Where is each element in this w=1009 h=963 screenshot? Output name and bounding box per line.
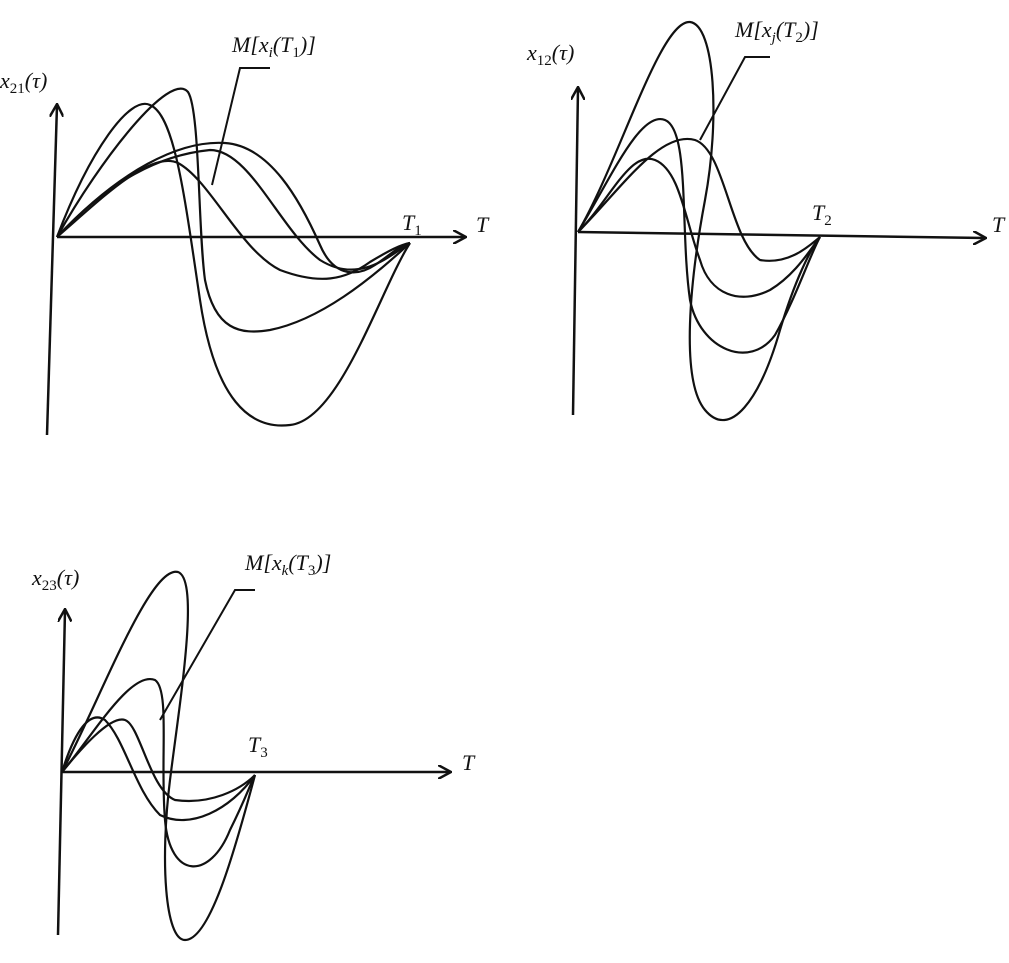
panel-1 [45, 67, 465, 436]
end-label: T1 [402, 210, 422, 239]
mean-label-part: (T [288, 550, 309, 575]
end-label: T2 [812, 200, 832, 229]
end-label-part: 2 [824, 213, 832, 229]
mean-label: M[xk(T3)] [244, 550, 331, 579]
mean-label-part: 3 [308, 563, 316, 579]
y-axis [573, 88, 578, 416]
y-axis-label-part: (τ) [25, 68, 48, 93]
y-axis-label-part: x [0, 68, 10, 93]
curve [56, 159, 411, 280]
y-axis-label: x21(τ) [0, 68, 47, 97]
end-label: T3 [248, 732, 268, 761]
mean-label-part: k [282, 563, 289, 579]
mean-label-part: i [269, 45, 273, 61]
mean-label-part: 1 [292, 45, 300, 61]
mean-label-part: M[x [244, 550, 282, 575]
curve [55, 102, 411, 427]
y-axis [56, 610, 65, 936]
y-axis-label-part: (τ) [552, 40, 575, 65]
panel-3 [56, 570, 450, 942]
end-label-part: 1 [414, 223, 422, 239]
curve [577, 117, 821, 354]
curve [56, 87, 411, 333]
y-axis-label-part: 21 [10, 81, 25, 97]
x-axis-label: T [462, 750, 476, 775]
y-axis-label: x12(τ) [526, 40, 574, 69]
mean-label-part: (T [273, 32, 294, 57]
mean-label-part: )] [801, 17, 819, 42]
curve [61, 718, 256, 803]
mean-label-part: 2 [795, 30, 803, 46]
mean-label-part: )] [298, 32, 316, 57]
leader-line [159, 589, 255, 721]
mean-label-part: M[x [231, 32, 269, 57]
leader-line [699, 56, 770, 141]
end-label-part: T [812, 200, 826, 225]
mean-label: M[xj(T2)] [734, 17, 819, 46]
curve [577, 157, 821, 298]
y-axis-label-part: 12 [537, 53, 552, 69]
curve [61, 677, 256, 868]
x-axis [577, 230, 985, 238]
curve [60, 716, 256, 822]
curve [56, 141, 411, 274]
panel-2 [573, 20, 985, 422]
mean-label-part: (T [776, 17, 797, 42]
end-label-part: 3 [260, 745, 268, 761]
mean-label-part: j [770, 30, 776, 46]
y-axis-label-part: x [526, 40, 537, 65]
curve [577, 20, 821, 422]
y-axis-label-part: x [31, 565, 42, 590]
x-axis-label: T [476, 212, 490, 237]
x-axis-label: T [992, 212, 1006, 237]
y-axis-label-part: 23 [42, 578, 57, 594]
y-axis-label: x23(τ) [31, 565, 79, 594]
y-axis-label-part: (τ) [57, 565, 80, 590]
leader-line [211, 67, 270, 186]
end-label-part: T [402, 210, 416, 235]
curve [61, 570, 257, 942]
mean-label: M[xi(T1)] [231, 32, 316, 61]
curve [56, 148, 411, 271]
mean-label-part: M[x [734, 17, 772, 42]
y-axis [45, 105, 57, 436]
end-label-part: T [248, 732, 262, 757]
curve [577, 137, 821, 262]
mean-label-part: )] [313, 550, 331, 575]
